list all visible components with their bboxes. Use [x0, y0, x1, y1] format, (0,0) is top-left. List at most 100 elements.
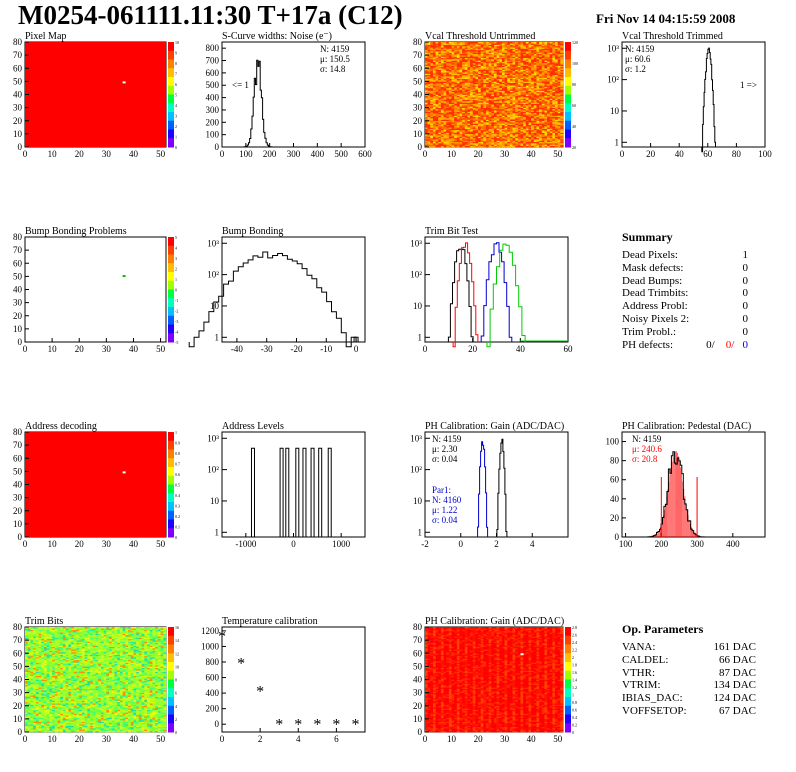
heatmap-cell — [451, 90, 455, 93]
heatmap-cell — [507, 95, 511, 98]
heatmap-cell — [443, 118, 447, 120]
heatmap-cell — [507, 108, 511, 111]
heatmap-cell — [488, 97, 492, 99]
heatmap-cell — [33, 678, 37, 680]
heatmap-cell — [435, 81, 439, 83]
heatmap-cell — [528, 114, 532, 116]
colorbar-cell — [168, 467, 174, 477]
heatmap-cell — [478, 42, 482, 44]
heatmap-cell — [467, 95, 471, 98]
heatmap-cell — [557, 86, 561, 89]
heatmap-cell — [25, 724, 29, 726]
heatmap-cell — [451, 57, 455, 60]
heatmap-cell — [536, 72, 540, 74]
heatmap-cell — [509, 120, 513, 123]
heatmap-cell — [557, 95, 561, 98]
heatmap-cell — [467, 118, 471, 120]
heatmap-cell — [478, 86, 482, 89]
heatmap-cell — [515, 70, 519, 73]
heatmap-cell — [478, 59, 482, 61]
heatmap-cell — [552, 70, 556, 73]
heatmap-cell — [509, 141, 513, 144]
heatmap-cell — [504, 132, 508, 135]
x-tick-label: 100 — [239, 149, 253, 159]
heatmap-cell — [512, 63, 516, 65]
y-tick-label: 40 — [13, 90, 23, 100]
heatmap-cell — [448, 69, 452, 72]
colorbar-label: 1 — [175, 135, 177, 140]
heatmap-cell — [549, 102, 553, 104]
heatmap-cell — [520, 81, 524, 83]
heatmap-cell — [448, 89, 452, 91]
x-tick-label: 50 — [553, 149, 563, 159]
heatmap-cell — [552, 51, 556, 53]
heatmap-cell — [536, 65, 540, 68]
heatmap-cell — [544, 118, 548, 120]
heatmap-cell — [432, 137, 436, 140]
heatmap-cell — [488, 51, 492, 53]
heatmap-cell — [494, 80, 497, 82]
heatmap-cell — [470, 69, 474, 72]
heatmap-cell — [425, 99, 428, 102]
heatmap-cell — [504, 86, 508, 89]
heatmap-cell — [541, 111, 545, 114]
heatmap-cell — [483, 89, 487, 91]
heatmap-cell — [549, 126, 553, 128]
heatmap-cell — [425, 53, 428, 56]
heatmap-cell — [456, 80, 460, 82]
heatmap-cell — [454, 128, 458, 131]
heatmap-cell — [496, 53, 500, 56]
heatmap-cell — [443, 84, 447, 86]
heatmap-cell — [30, 644, 34, 646]
heatmap-cell — [464, 53, 468, 56]
heatmap-cell — [539, 129, 543, 132]
heatmap-cell — [432, 141, 436, 144]
colorbar-cell — [168, 68, 174, 78]
heatmap-cell — [443, 136, 447, 139]
heatmap-cell — [470, 68, 474, 70]
heatmap-cell — [560, 64, 564, 66]
heatmap-cell — [443, 66, 447, 69]
heatmap-cell — [454, 144, 458, 146]
heatmap-cell — [499, 126, 503, 128]
heatmap-cell — [557, 73, 561, 76]
heatmap-cell — [501, 133, 505, 136]
heatmap-cell — [462, 51, 466, 53]
heatmap-cell — [501, 101, 505, 103]
heatmap-cell — [432, 133, 436, 136]
heatmap-cell — [560, 143, 564, 145]
heatmap-cell — [464, 102, 468, 104]
heatmap-cell — [467, 55, 471, 57]
heatmap-cell — [435, 112, 439, 115]
heatmap-cell — [30, 636, 34, 638]
heatmap-cell — [480, 133, 484, 136]
heatmap-cell — [470, 112, 474, 115]
heatmap-cell — [470, 84, 474, 86]
heatmap-cell — [547, 128, 551, 131]
heatmap-cell — [443, 68, 447, 70]
heatmap-cell — [480, 68, 484, 70]
heatmap-cell — [494, 65, 497, 68]
colorbar-cell — [168, 493, 174, 503]
heatmap-cell — [541, 91, 545, 94]
heatmap-cell — [33, 672, 37, 675]
heatmap-cell — [536, 49, 540, 52]
heatmap-cell — [475, 112, 479, 115]
x-tick-label: 20 — [75, 149, 85, 159]
histogram-line-blue — [477, 441, 489, 537]
heatmap-cell — [541, 143, 545, 145]
heatmap-cell — [496, 127, 500, 129]
heatmap-cell — [549, 97, 553, 99]
heatmap-cell — [448, 115, 452, 118]
heatmap-cell — [425, 118, 428, 120]
heatmap-cell — [501, 122, 505, 124]
heatmap-cell — [541, 103, 545, 106]
heatmap-cell — [557, 145, 561, 148]
heatmap-cell — [501, 94, 505, 97]
heatmap-cell — [427, 73, 431, 76]
heatmap-cell — [456, 136, 460, 139]
heatmap-cell — [483, 145, 487, 148]
heatmap-cell — [555, 72, 558, 74]
heatmap-cell — [462, 133, 466, 136]
heatmap-cell — [430, 133, 434, 136]
